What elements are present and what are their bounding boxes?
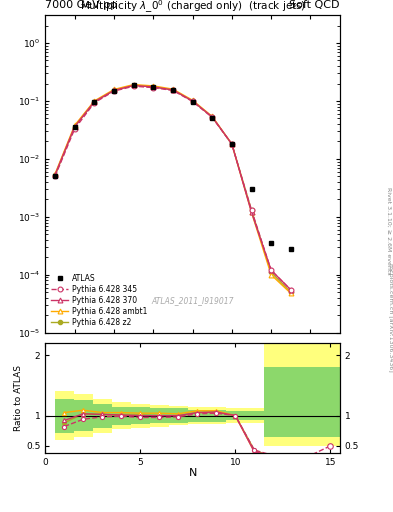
ATLAS bbox=[72, 124, 77, 131]
ATLAS bbox=[112, 88, 116, 94]
Text: Soft QCD: Soft QCD bbox=[290, 0, 340, 10]
Line: Pythia 6.428 345: Pythia 6.428 345 bbox=[53, 84, 293, 292]
Pythia 6.428 345 bbox=[171, 88, 175, 94]
ATLAS bbox=[190, 99, 195, 105]
Pythia 6.428 ambt1 bbox=[131, 81, 136, 88]
ATLAS bbox=[230, 141, 234, 147]
Pythia 6.428 370 bbox=[269, 267, 274, 273]
Pythia 6.428 z2 bbox=[53, 173, 57, 179]
Pythia 6.428 z2 bbox=[288, 289, 293, 295]
ATLAS bbox=[249, 186, 254, 193]
Pythia 6.428 ambt1 bbox=[249, 209, 254, 216]
Pythia 6.428 370 bbox=[72, 123, 77, 130]
Pythia 6.428 ambt1 bbox=[230, 141, 234, 147]
Pythia 6.428 z2 bbox=[210, 114, 215, 120]
Pythia 6.428 370 bbox=[53, 172, 57, 178]
Pythia 6.428 345 bbox=[112, 88, 116, 94]
Line: Pythia 6.428 ambt1: Pythia 6.428 ambt1 bbox=[53, 82, 293, 296]
Pythia 6.428 345 bbox=[72, 126, 77, 132]
Pythia 6.428 345 bbox=[131, 83, 136, 89]
Pythia 6.428 ambt1 bbox=[151, 83, 156, 89]
Pythia 6.428 z2 bbox=[112, 88, 116, 94]
Pythia 6.428 345 bbox=[92, 100, 97, 106]
ATLAS bbox=[171, 87, 175, 93]
Pythia 6.428 345 bbox=[151, 84, 156, 91]
Line: Pythia 6.428 z2: Pythia 6.428 z2 bbox=[53, 83, 293, 294]
Legend: ATLAS, Pythia 6.428 345, Pythia 6.428 370, Pythia 6.428 ambt1, Pythia 6.428 z2: ATLAS, Pythia 6.428 345, Pythia 6.428 37… bbox=[49, 272, 150, 329]
Line: ATLAS: ATLAS bbox=[53, 83, 293, 251]
Pythia 6.428 370 bbox=[171, 87, 175, 93]
Pythia 6.428 z2 bbox=[151, 84, 156, 90]
Pythia 6.428 345 bbox=[269, 267, 274, 273]
ATLAS bbox=[131, 82, 136, 89]
ATLAS bbox=[288, 246, 293, 252]
Pythia 6.428 ambt1 bbox=[72, 122, 77, 129]
Pythia 6.428 z2 bbox=[190, 98, 195, 104]
Text: ATLAS_2011_I919017: ATLAS_2011_I919017 bbox=[151, 296, 234, 306]
Pythia 6.428 ambt1 bbox=[171, 86, 175, 92]
Pythia 6.428 370 bbox=[210, 114, 215, 120]
Pythia 6.428 z2 bbox=[131, 82, 136, 89]
Pythia 6.428 ambt1 bbox=[92, 98, 97, 104]
Pythia 6.428 ambt1 bbox=[112, 87, 116, 93]
Pythia 6.428 z2 bbox=[269, 269, 274, 275]
Pythia 6.428 345 bbox=[210, 114, 215, 120]
Pythia 6.428 z2 bbox=[72, 123, 77, 130]
Text: mcplots.cern.ch [arXiv:1306.3436]: mcplots.cern.ch [arXiv:1306.3436] bbox=[387, 263, 393, 372]
Pythia 6.428 370 bbox=[131, 82, 136, 89]
Pythia 6.428 ambt1 bbox=[210, 113, 215, 119]
Y-axis label: Ratio to ATLAS: Ratio to ATLAS bbox=[14, 365, 23, 431]
Pythia 6.428 345 bbox=[53, 173, 57, 179]
Line: Pythia 6.428 370: Pythia 6.428 370 bbox=[53, 83, 293, 292]
Pythia 6.428 ambt1 bbox=[269, 272, 274, 278]
Pythia 6.428 ambt1 bbox=[288, 290, 293, 296]
ATLAS bbox=[210, 115, 215, 121]
Pythia 6.428 370 bbox=[190, 98, 195, 104]
Pythia 6.428 z2 bbox=[171, 87, 175, 93]
Title: Multiplicity $\lambda\_0^0$ (charged only)  (track jets): Multiplicity $\lambda\_0^0$ (charged onl… bbox=[79, 0, 306, 15]
Pythia 6.428 z2 bbox=[249, 207, 254, 214]
Pythia 6.428 370 bbox=[151, 84, 156, 90]
Pythia 6.428 z2 bbox=[92, 99, 97, 105]
Pythia 6.428 345 bbox=[288, 287, 293, 293]
Pythia 6.428 345 bbox=[249, 207, 254, 214]
ATLAS bbox=[92, 99, 97, 105]
Pythia 6.428 370 bbox=[249, 209, 254, 216]
Pythia 6.428 ambt1 bbox=[190, 97, 195, 103]
Pythia 6.428 370 bbox=[92, 99, 97, 105]
Pythia 6.428 ambt1 bbox=[53, 171, 57, 177]
Text: Rivet 3.1.10; ≥ 2.6M events: Rivet 3.1.10; ≥ 2.6M events bbox=[386, 186, 391, 274]
X-axis label: N: N bbox=[188, 468, 197, 478]
Pythia 6.428 370 bbox=[112, 88, 116, 94]
ATLAS bbox=[53, 173, 57, 179]
Pythia 6.428 345 bbox=[230, 141, 234, 147]
ATLAS bbox=[269, 240, 274, 246]
Pythia 6.428 370 bbox=[288, 287, 293, 293]
Pythia 6.428 345 bbox=[190, 98, 195, 104]
ATLAS bbox=[151, 84, 156, 90]
Pythia 6.428 370 bbox=[230, 141, 234, 147]
Text: 7000 GeV pp: 7000 GeV pp bbox=[45, 0, 118, 10]
Pythia 6.428 z2 bbox=[230, 141, 234, 147]
